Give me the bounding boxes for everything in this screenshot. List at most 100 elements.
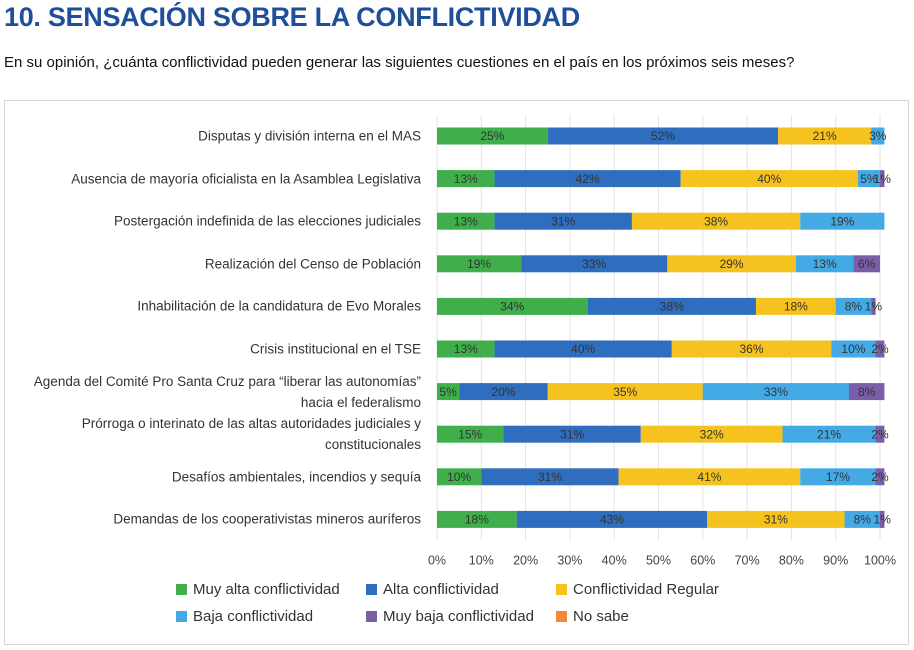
x-tick-label: 50% xyxy=(646,553,671,567)
bar-segment xyxy=(871,297,876,315)
value-label: 1% xyxy=(874,172,892,186)
category-label: Desafíos ambientales, incendios y sequía xyxy=(171,469,421,485)
legend-item: Alta conflictividad xyxy=(366,581,556,598)
value-label: 10% xyxy=(841,342,865,356)
legend-label: Muy baja conflictividad xyxy=(383,608,534,625)
legend-swatch xyxy=(366,611,377,622)
bar-segment xyxy=(875,425,885,443)
bar-segment xyxy=(831,340,876,358)
x-tick-label: 70% xyxy=(735,553,760,567)
bar-segment xyxy=(880,170,885,188)
category-label: Prórroga o interinato de las altas autor… xyxy=(81,416,421,453)
value-label: 10% xyxy=(447,470,471,484)
value-label: 13% xyxy=(813,257,837,271)
bar-segment xyxy=(547,383,703,401)
bar-segment xyxy=(795,255,854,273)
value-label: 52% xyxy=(651,129,675,143)
legend-label: No sabe xyxy=(573,608,629,625)
legend-label: Conflictividad Regular xyxy=(573,581,719,598)
bar-segment xyxy=(680,170,858,188)
bar-segment xyxy=(800,212,885,230)
bar-segment xyxy=(782,425,876,443)
category-label: Agenda del Comité Pro Santa Cruz para “l… xyxy=(33,373,421,410)
legend-label: Alta conflictividad xyxy=(383,581,499,598)
bar-segment xyxy=(875,468,885,486)
value-label: 38% xyxy=(660,300,684,314)
value-label: 2% xyxy=(871,342,889,356)
category-label: Ausencia de mayoría oficialista en la As… xyxy=(71,171,421,187)
value-label: 21% xyxy=(817,427,841,441)
value-label: 31% xyxy=(551,214,575,228)
value-label: 8% xyxy=(854,513,872,527)
value-label: 29% xyxy=(720,257,744,271)
bar-segment xyxy=(755,297,836,315)
x-tick-label: 80% xyxy=(779,553,804,567)
bar-segment xyxy=(631,212,801,230)
value-label: 31% xyxy=(560,427,584,441)
category-label: Demandas de los cooperativistas mineros … xyxy=(113,511,421,527)
title: 10. SENSACIÓN SOBRE LA CONFLICTIVIDAD xyxy=(4,2,580,32)
category-label: Crisis institucional en el TSE xyxy=(250,341,421,357)
bar-segment xyxy=(800,468,876,486)
bar-segment xyxy=(778,127,872,145)
value-label: 5% xyxy=(860,172,878,186)
legend: Muy alta conflictividad Alta conflictivid… xyxy=(176,581,766,625)
value-label: 13% xyxy=(454,214,478,228)
value-label: 18% xyxy=(784,300,808,314)
bar-segment xyxy=(848,383,885,401)
legend-swatch xyxy=(176,584,187,595)
bar-segment xyxy=(547,127,779,145)
value-label: 25% xyxy=(480,129,504,143)
value-label: 13% xyxy=(454,342,478,356)
value-label: 21% xyxy=(813,129,837,143)
value-label: 31% xyxy=(538,470,562,484)
bar-segment xyxy=(702,383,849,401)
bar-segment xyxy=(853,255,880,273)
bar-segment xyxy=(835,297,872,315)
legend-swatch xyxy=(556,611,567,622)
bar-segment xyxy=(437,383,460,401)
bar-segment xyxy=(503,425,641,443)
legend-item: No sabe xyxy=(556,608,756,625)
bar-segment xyxy=(667,255,796,273)
bar-segment xyxy=(481,468,619,486)
x-tick-label: 20% xyxy=(513,553,538,567)
chart-frame xyxy=(4,100,909,645)
bar-segment xyxy=(707,510,845,528)
bar-segment xyxy=(618,468,801,486)
bar-segment xyxy=(437,255,522,273)
bar-segment xyxy=(494,170,681,188)
value-label: 19% xyxy=(830,214,854,228)
category-label: Postergación indefinida de las eleccione… xyxy=(114,213,421,229)
bar-segment xyxy=(844,510,880,528)
bar-segment xyxy=(459,383,548,401)
value-label: 35% xyxy=(613,385,637,399)
subtitle: En su opinión, ¿cuánta conflictividad pu… xyxy=(4,54,795,71)
legend-item: Baja conflictividad xyxy=(176,608,366,625)
value-label: 8% xyxy=(858,385,876,399)
value-label: 1% xyxy=(874,513,892,527)
category-label: Inhabilitación de la candidatura de Evo … xyxy=(137,298,421,314)
bar-segment xyxy=(880,510,885,528)
value-label: 40% xyxy=(757,172,781,186)
value-label: 1% xyxy=(865,300,883,314)
value-label: 31% xyxy=(764,513,788,527)
bar-segment xyxy=(437,340,495,358)
bar-segment xyxy=(437,510,517,528)
bar-segment xyxy=(494,212,632,230)
value-label: 13% xyxy=(454,172,478,186)
value-label: 32% xyxy=(700,427,724,441)
x-tick-label: 30% xyxy=(557,553,582,567)
value-label: 2% xyxy=(871,470,889,484)
value-label: 34% xyxy=(500,300,524,314)
bar-segment xyxy=(516,510,708,528)
legend-item: Muy baja conflictividad xyxy=(366,608,556,625)
legend-label: Muy alta conflictividad xyxy=(193,581,340,598)
value-label: 36% xyxy=(740,342,764,356)
value-label: 8% xyxy=(845,300,863,314)
bar-segment xyxy=(437,170,495,188)
bar-segment xyxy=(437,212,495,230)
value-label: 15% xyxy=(458,427,482,441)
